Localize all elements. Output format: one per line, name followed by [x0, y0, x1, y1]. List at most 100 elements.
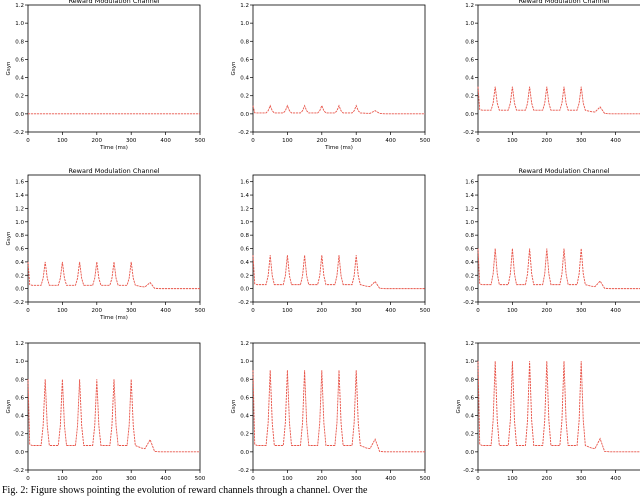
y-tick-label: 0.8 [15, 39, 24, 45]
y-tick-label: 0.2 [15, 94, 24, 100]
x-tick-label: 500 [420, 476, 431, 482]
x-tick-label: 100 [282, 138, 293, 144]
y-tick-label: -0.2 [238, 468, 249, 474]
series-line [477, 248, 640, 290]
chart-panel-7: 0 100 200 300 400 500 -0.2 0.0 0.2 0.4 0.6 0.8 1.0 1.… [6, 341, 206, 482]
y-tick-label: -0.2 [238, 130, 249, 136]
y-tick-label: 1.0 [240, 21, 249, 27]
x-tick-label: 0 [251, 308, 255, 314]
y-tick-label: 1.2 [15, 3, 24, 9]
y-tick-label: 0.4 [465, 76, 474, 82]
x-tick-label: 200 [542, 476, 553, 482]
x-tick-label: 400 [385, 476, 396, 482]
series-line [252, 370, 425, 453]
x-axis-label: Time (ms) [99, 315, 128, 321]
y-tick-label: 1.0 [465, 21, 474, 27]
y-tick-label: 0.6 [240, 57, 249, 63]
plot-frame [477, 342, 640, 471]
y-tick-label: 0.8 [465, 233, 474, 239]
y-tick-label: -0.2 [463, 130, 474, 136]
x-tick-label: 0 [476, 138, 480, 144]
y-tick-label: 0.2 [465, 432, 474, 438]
y-tick-label: 0.4 [15, 260, 24, 266]
x-tick-label: 200 [92, 308, 103, 314]
x-tick-label: 200 [92, 138, 103, 144]
x-tick-label: 500 [195, 476, 206, 482]
x-tick-label: 300 [351, 476, 362, 482]
y-tick-label: 0.8 [465, 377, 474, 383]
y-axis-label: Gsyn [6, 61, 12, 75]
y-tick-label: 0.2 [240, 94, 249, 100]
chart-panel-8: 0 100 200 300 400 500 -0.2 0.0 0.2 0.4 0.6 0.8 1.0 1.… [231, 341, 431, 482]
x-tick-label: 300 [126, 308, 137, 314]
x-tick-label: 100 [282, 308, 293, 314]
x-tick-label: 200 [317, 476, 328, 482]
y-tick-label: 1.4 [240, 193, 249, 199]
x-tick-label: 300 [126, 476, 137, 482]
x-tick-label: 200 [317, 138, 328, 144]
y-tick-label: 1.0 [240, 359, 249, 365]
y-axis-label: Gsyn [231, 399, 237, 413]
x-tick-label: 500 [195, 308, 206, 314]
y-tick-label: 1.6 [240, 180, 249, 186]
y-tick-label: 0.0 [240, 287, 249, 293]
x-tick-label: 400 [160, 476, 171, 482]
x-tick-label: 400 [160, 308, 171, 314]
x-tick-label: 400 [610, 138, 621, 144]
x-tick-label: 100 [507, 308, 518, 314]
y-axis-label: Gsyn [6, 399, 12, 413]
x-tick-label: 100 [507, 476, 518, 482]
y-tick-label: 1.0 [465, 220, 474, 226]
x-tick-label: 300 [576, 308, 587, 314]
y-tick-label: -0.2 [463, 468, 474, 474]
chart-panel-2: 0 100 200 300 400 500 -0.2 0.0 0.2 0.4 0.6 0.8 1.0 1.… [231, 3, 431, 151]
y-tick-label: 0.8 [240, 39, 249, 45]
x-axis-label: Time (ms) [99, 145, 128, 151]
x-tick-label: 0 [26, 138, 30, 144]
y-tick-label: 0.4 [240, 414, 249, 420]
y-tick-label: 0.0 [15, 450, 24, 456]
y-tick-label: 1.0 [15, 21, 24, 27]
series-line [252, 104, 425, 115]
x-tick-label: 400 [385, 308, 396, 314]
x-tick-label: 100 [57, 138, 68, 144]
x-tick-label: 400 [160, 138, 171, 144]
y-tick-label: 0.0 [465, 450, 474, 456]
series-line [477, 86, 640, 115]
y-tick-label: 0.2 [15, 432, 24, 438]
y-axis-label: Gsyn [456, 399, 462, 413]
y-tick-label: 0.8 [15, 233, 24, 239]
y-tick-label: 1.0 [15, 359, 24, 365]
y-tick-label: -0.2 [13, 130, 24, 136]
chart-panel-3: 0100200300400500-0.20.00.20.40.60.81.01.… [463, 0, 640, 144]
y-tick-label: 0.4 [465, 414, 474, 420]
y-tick-label: 0.6 [240, 247, 249, 253]
x-tick-label: 200 [317, 308, 328, 314]
chart-panel-1: 0 100 200 300 400 500 -0.2 0.0 0.2 0.4 0.6 0.8 1.0 1.… [6, 0, 206, 151]
chart-panel-5: 0 100 200 300 400 500 -0.2 0.0 0.2 0.4 0.6 0.8 1.0 1.… [238, 174, 431, 314]
y-tick-label: 1.2 [240, 206, 249, 212]
x-tick-label: 500 [195, 138, 206, 144]
y-tick-label: 0.2 [240, 273, 249, 279]
y-tick-label: 0.4 [15, 76, 24, 82]
chart-panel-6: 0100200300400500-0.20.00.20.40.60.81.01.… [463, 167, 640, 314]
x-tick-label: 100 [57, 476, 68, 482]
y-tick-label: 0.2 [465, 94, 474, 100]
y-tick-label: 0.0 [240, 112, 249, 118]
y-tick-label: 1.2 [240, 3, 249, 9]
plot-frame [477, 4, 640, 133]
y-tick-label: 1.2 [15, 341, 24, 347]
y-tick-label: 1.6 [15, 180, 24, 186]
plot-frame [477, 174, 640, 303]
y-axis-label: Gsyn [231, 61, 237, 75]
x-tick-label: 500 [420, 308, 431, 314]
y-tick-label: -0.2 [463, 300, 474, 306]
x-tick-label: 300 [576, 138, 587, 144]
y-tick-label: 1.2 [15, 206, 24, 212]
y-tick-label: 1.2 [240, 341, 249, 347]
x-tick-label: 200 [92, 476, 103, 482]
x-tick-label: 100 [57, 308, 68, 314]
chart-title: Reward Modulation Channel [518, 0, 609, 5]
y-tick-label: 0.0 [465, 112, 474, 118]
